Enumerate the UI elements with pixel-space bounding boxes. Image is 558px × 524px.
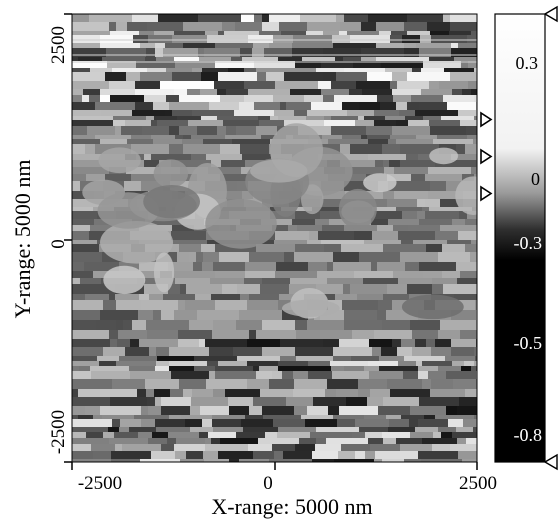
colorbar-tick-label: -0.3 — [514, 233, 543, 253]
colorbar-tick-label: -0.5 — [514, 333, 543, 353]
colorbar-top-marker — [543, 5, 558, 23]
y-tick-label: 0 — [48, 239, 69, 249]
x-tick-label: 0 — [263, 473, 273, 494]
colorbar-bottom-marker — [543, 453, 558, 471]
x-axis-label: X-range: 5000 nm — [211, 494, 372, 519]
y-tick-label: 2500 — [48, 26, 69, 64]
right-edge-marker — [480, 185, 493, 202]
y-axis-ticks — [64, 13, 72, 463]
right-edge-marker — [480, 111, 493, 128]
right-edge-marker — [480, 148, 493, 165]
x-axis-ticks — [71, 462, 478, 470]
afm-phase-image — [72, 14, 477, 462]
colorbar-tick-label: 0.3 — [516, 53, 539, 73]
colorbar-tick-label: -0.8 — [514, 425, 543, 445]
x-tick-label: 2500 — [459, 473, 497, 494]
colorbar: 0.3 0 -0.3 -0.5 -0.8 — [494, 5, 558, 471]
y-tick-label: -2500 — [48, 410, 69, 454]
y-axis-label: Y-range: 5000 nm — [10, 160, 35, 319]
right-edge-markers — [480, 111, 493, 202]
x-tick-label: -2500 — [78, 473, 122, 494]
colorbar-tick-label: 0 — [531, 169, 540, 189]
